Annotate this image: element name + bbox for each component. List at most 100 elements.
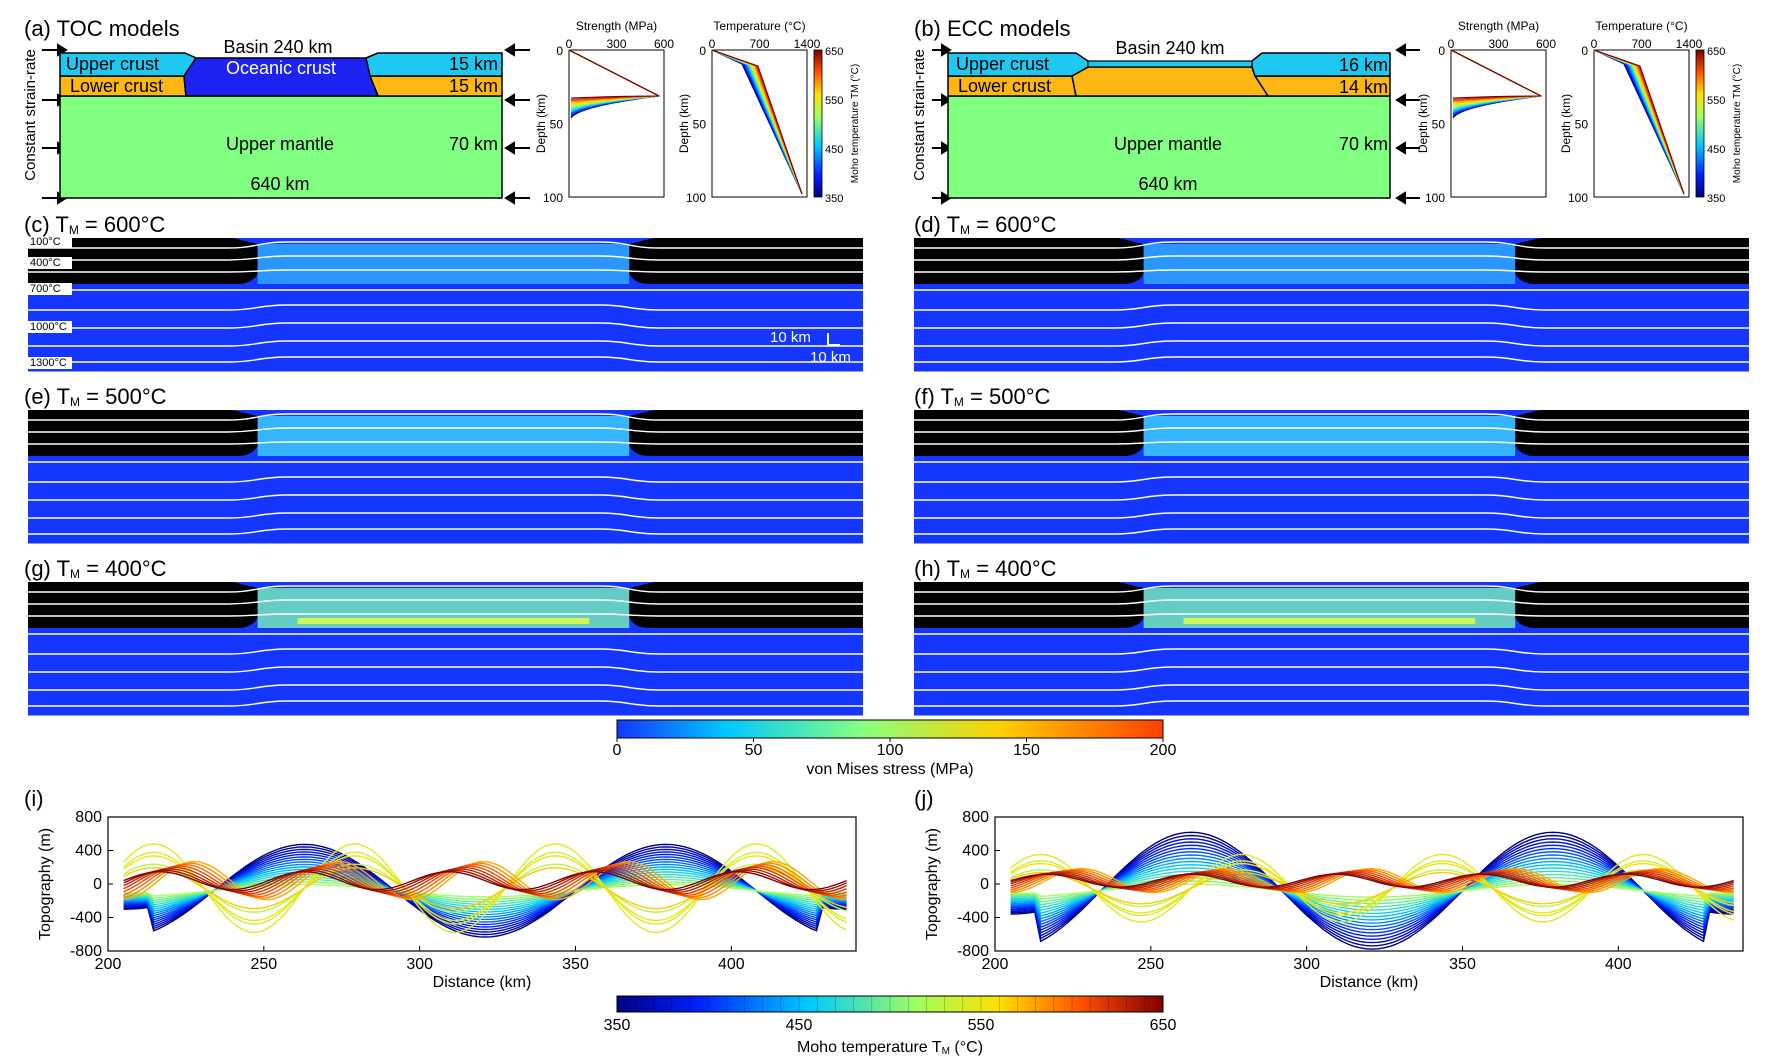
topo-curve-j (1010, 871, 1734, 891)
topo-ytick-label: 400 (962, 843, 989, 860)
isotherm-label: 700°C (30, 283, 61, 295)
isotherm-h (914, 599, 1749, 605)
temp-ytick-a: 0 (699, 44, 706, 58)
crust-right-f (1515, 410, 1749, 456)
temp-xtick-a: 1400 (794, 37, 821, 51)
isotherm-h (914, 666, 1749, 673)
isotherm-g (28, 700, 863, 707)
basin-stress-e (257, 416, 630, 456)
strength-ytick-a: 50 (550, 118, 564, 132)
moho-tick-label: 450 (786, 1017, 813, 1034)
moho-tick-label: 650 (1150, 1017, 1177, 1034)
basin-lower-b (1071, 66, 1270, 97)
isotherm-g (28, 585, 863, 593)
topo-curve-i (123, 868, 847, 894)
mantle-layer-a (59, 95, 503, 199)
moho-mini-tick-a: 350 (825, 193, 843, 205)
stress-tick-label: 200 (1150, 742, 1177, 759)
isotherm-f (914, 494, 1749, 501)
temp-ytick-b: 0 (1581, 44, 1588, 58)
moho-mini-label-a: Moho temperature TM (°C) (850, 64, 861, 183)
strength-plot-title-b: Strength (MPa) (1458, 19, 1539, 33)
isotherm-label: 1300°C (30, 357, 67, 369)
panel-h-title: (h) TM = 400°C (914, 556, 1057, 581)
isotherm-label-bg (28, 236, 72, 248)
moho-colorbar: 350 450 550 650 Moho temperature TM (°C) (604, 995, 1177, 1057)
topo-curve-j (1010, 841, 1734, 941)
isotherm-g (28, 599, 863, 605)
moho-tick-label: 350 (604, 1017, 631, 1034)
topo-ytick-label: -800 (957, 943, 989, 960)
stress-tick-label: 0 (613, 742, 622, 759)
basin-upper-b (1087, 60, 1253, 68)
topo-curve-j (1010, 834, 1734, 947)
temp-ylabel-b: Depth (km) (1559, 94, 1573, 153)
strength-xtick-b: 600 (1536, 37, 1556, 51)
topo-curve-i (123, 843, 847, 934)
panel-a-title: (a) TOC models (24, 16, 180, 41)
topo-curve-j (1010, 853, 1734, 923)
temp-profile-b (1593, 49, 1685, 195)
moho-mini-tick-b: 650 (1707, 46, 1725, 58)
basin-stress-c (257, 244, 630, 284)
moho-tick-label: 550 (968, 1017, 995, 1034)
moho-mini-label-b: Moho temperature TM (°C) (1732, 64, 1743, 183)
stress-colorbar-label: von Mises stress (MPa) (806, 761, 973, 778)
width-label-b: 640 km (1138, 174, 1197, 194)
strength-envelope-a (568, 49, 660, 99)
mantle-thick-b: 70 km (1339, 134, 1388, 154)
crust-right-d (1515, 238, 1749, 284)
cross-sections: 100°C 400°C 700°C 1000°C 1300°C (28, 236, 1749, 716)
topo-ytick-label: 800 (962, 809, 989, 826)
topo-curve-j (1010, 862, 1734, 914)
stress-tick-label: 50 (745, 742, 763, 759)
isotherm-g (28, 684, 863, 691)
crust-right-h (1515, 582, 1749, 628)
strength-ytick-a: 0 (556, 44, 563, 58)
strength-xtick-b: 0 (1448, 37, 1455, 51)
moho-mini-tick-a: 550 (825, 95, 843, 107)
topo-xtick-label: 350 (1449, 956, 1476, 973)
moho-mini-bar-a (813, 49, 823, 198)
strength-envelope-b (1450, 49, 1542, 99)
temp-xtick-b: 0 (1591, 37, 1598, 51)
crust-left-e (28, 410, 258, 456)
topo-curve-j (1010, 838, 1734, 944)
topo-curve-j (1010, 859, 1734, 917)
topo-curve-i (123, 870, 847, 891)
strength-ytick-b: 50 (1432, 118, 1446, 132)
panel-e-title: (e) TM = 500°C (24, 384, 167, 409)
topo-curve-j (1010, 851, 1734, 931)
basin-label-a: Basin 240 km (223, 37, 332, 57)
scale-bar-v-label: 10 km (810, 349, 851, 366)
isotherm-c (28, 304, 863, 311)
strength-ylabel-a: Depth (km) (534, 94, 548, 153)
isotherm-f (914, 476, 1749, 483)
mantle-thick-a: 70 km (449, 134, 498, 154)
oceanic-label-a: Oceanic crust (226, 58, 336, 78)
strength-plot-title-a: Strength (MPa) (576, 19, 657, 33)
panel-i-title: (i) (24, 786, 44, 811)
temp-plot-title-b: Temperature (°C) (1595, 19, 1687, 33)
panel-j-title: (j) (914, 786, 934, 811)
crust-right-e (629, 410, 863, 456)
scale-bar-h-label: 10 km (770, 329, 811, 346)
isotherm-c (28, 322, 863, 329)
topo-curve-i (123, 881, 847, 900)
left-arrows-b (932, 43, 952, 205)
isotherm-label-bg (28, 257, 72, 269)
basin-stress-peak-g (297, 618, 590, 624)
isotherm-d (914, 340, 1749, 347)
isotherm-label: 100°C (30, 236, 61, 248)
isotherm-e (28, 528, 863, 535)
isotherm-d (914, 356, 1749, 363)
topo-xtick-label: 300 (1293, 956, 1320, 973)
panel-b: (b) ECC models Constant strain-rate Basi… (911, 16, 1420, 205)
isotherm-label: 400°C (30, 257, 61, 269)
upper-crust-label-a: Upper crust (66, 54, 159, 74)
lc-thick-a: 15 km (449, 76, 498, 96)
lower-crust-label-b: Lower crust (958, 76, 1051, 96)
